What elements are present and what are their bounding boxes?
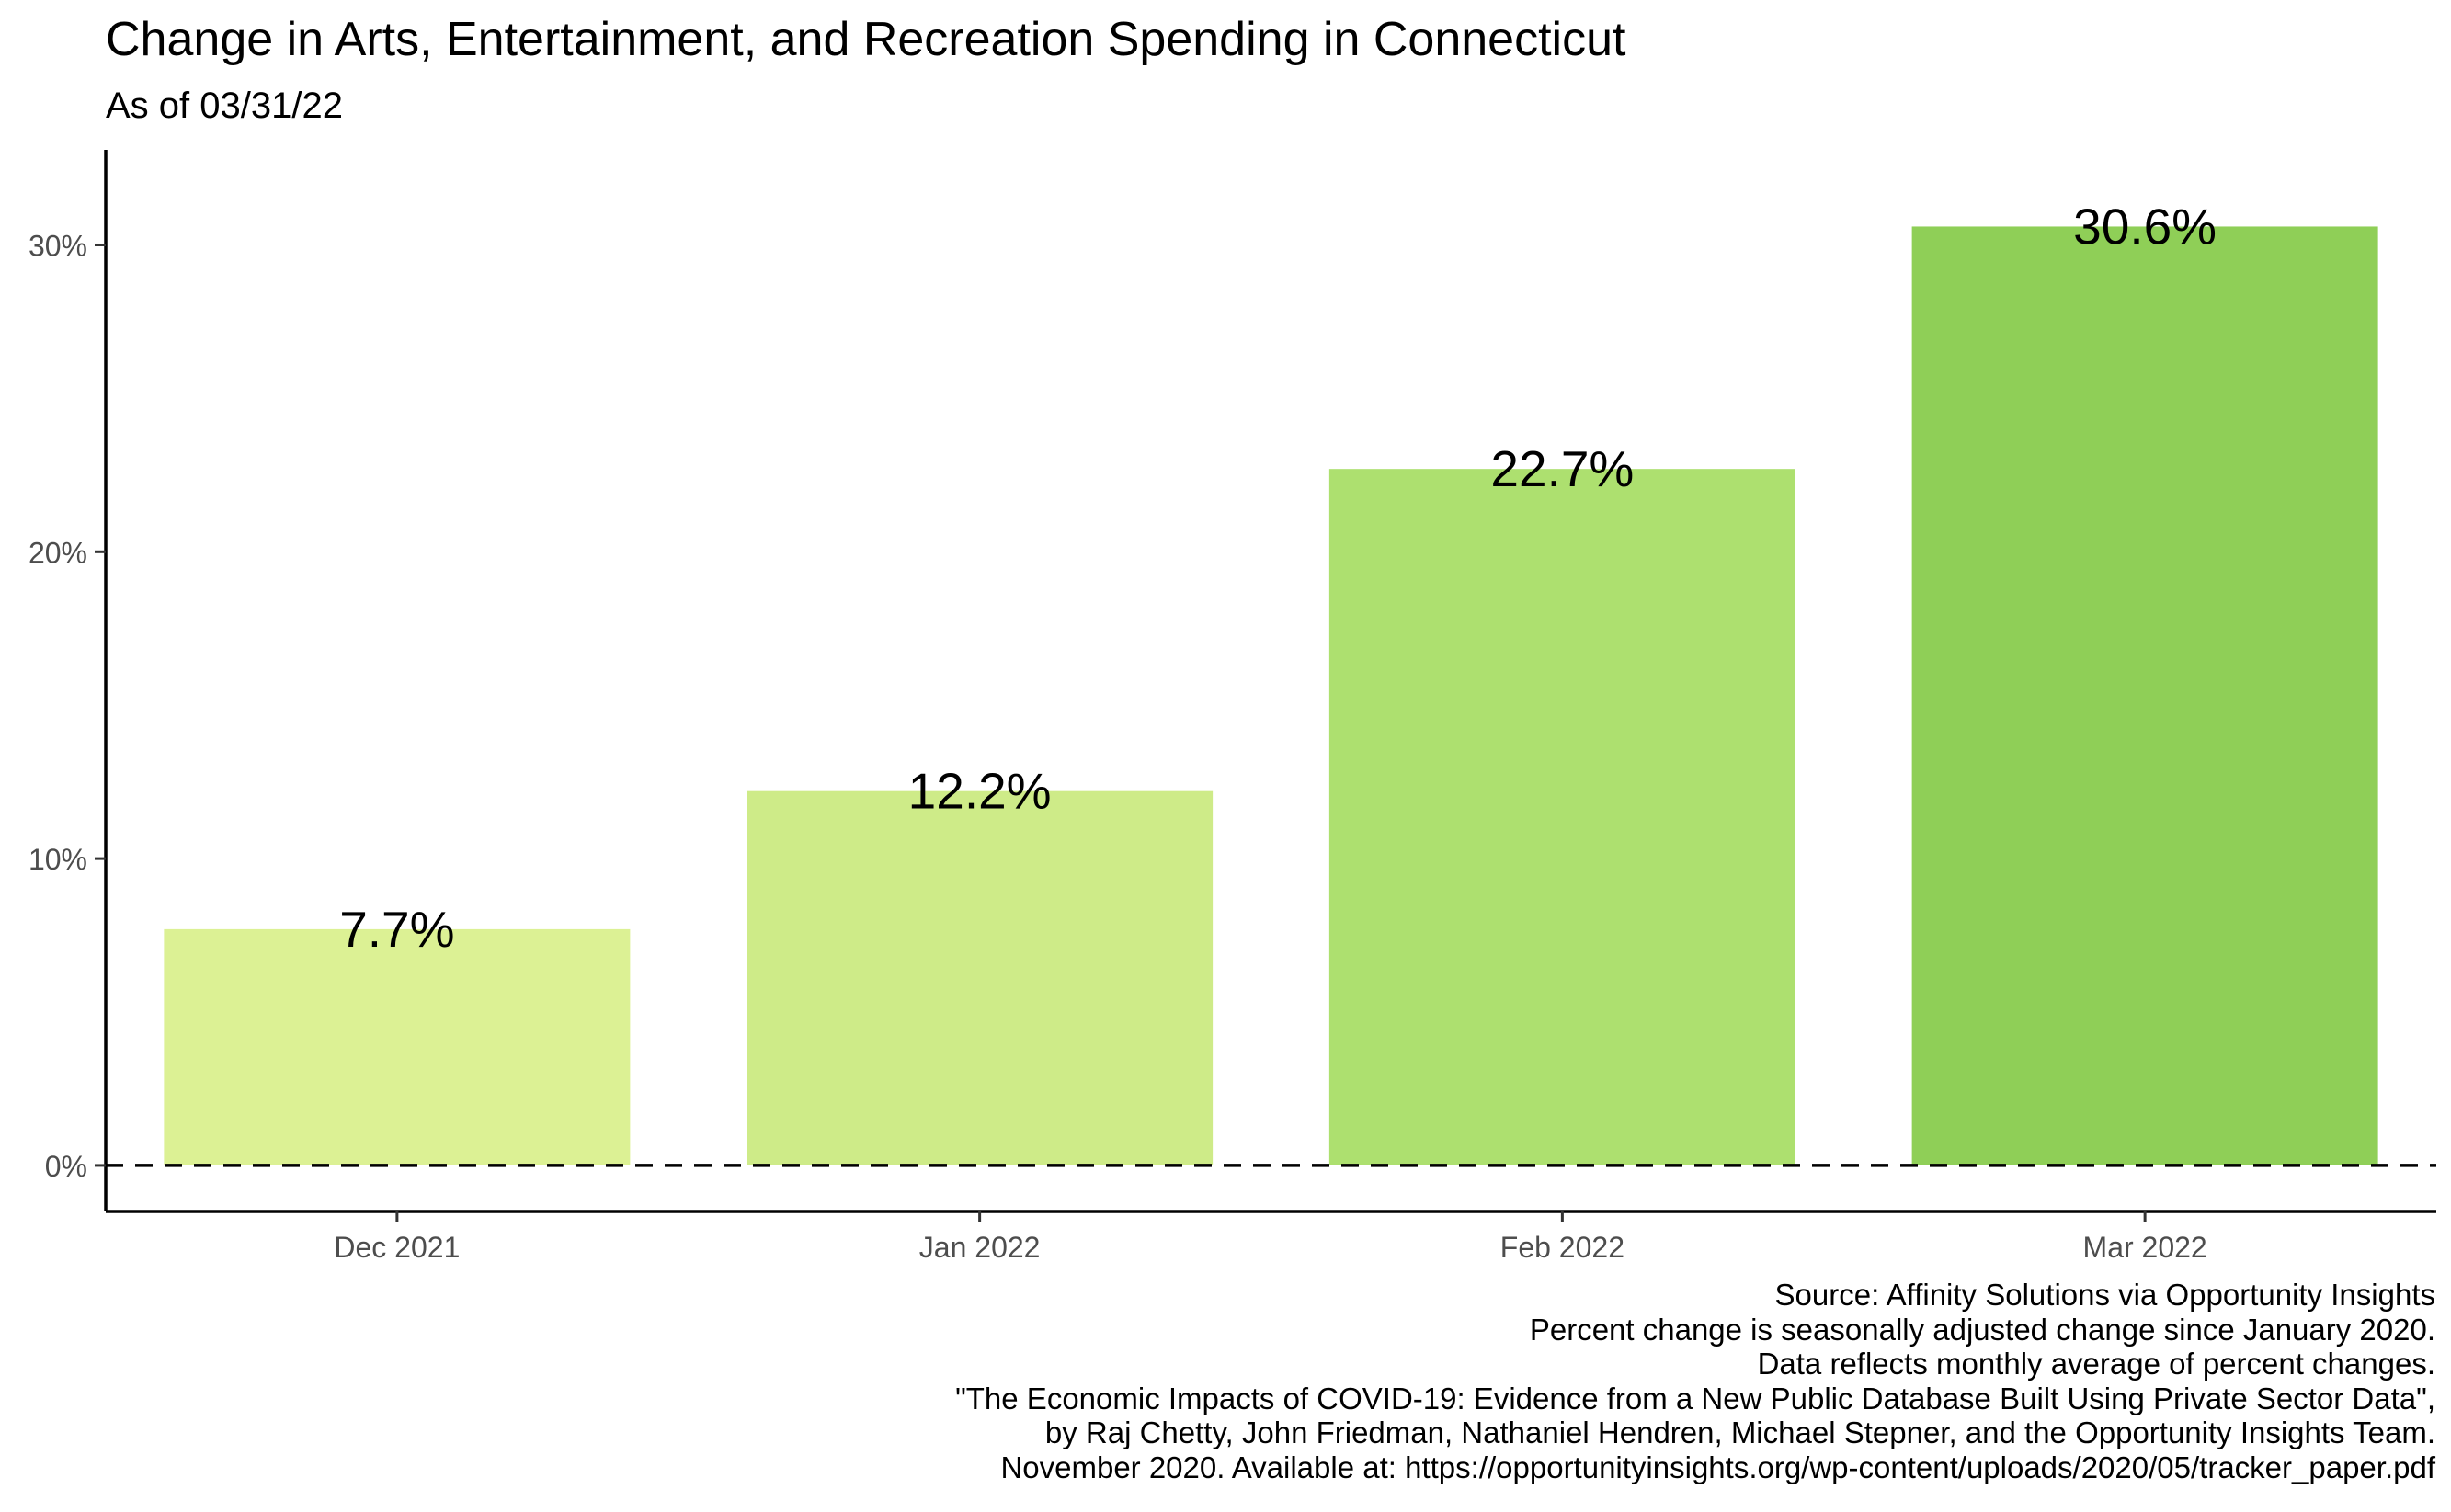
x-tick-label: Jan 2022 xyxy=(919,1231,1041,1264)
caption-line: by Raj Chetty, John Friedman, Nathaniel … xyxy=(1044,1415,2435,1449)
bar xyxy=(1911,226,2378,1165)
y-tick-label: 0% xyxy=(45,1150,87,1183)
y-tick-label: 30% xyxy=(28,229,87,262)
caption-line: Percent change is seasonally adjusted ch… xyxy=(1529,1312,2435,1347)
x-tick-label: Feb 2022 xyxy=(1500,1231,1624,1264)
bars-layer xyxy=(164,226,2378,1165)
y-tick-label: 20% xyxy=(28,536,87,569)
caption-line: Source: Affinity Solutions via Opportuni… xyxy=(1774,1278,2435,1312)
chart-subtitle: As of 03/31/22 xyxy=(106,85,343,126)
bar xyxy=(164,928,631,1165)
y-tick-label: 10% xyxy=(28,843,87,876)
caption-line: "The Economic Impacts of COVID-19: Evide… xyxy=(955,1381,2435,1415)
x-tick-label: Dec 2021 xyxy=(334,1231,460,1264)
bar xyxy=(1328,469,1796,1165)
chart-title: Change in Arts, Entertainment, and Recre… xyxy=(106,13,1626,66)
caption-line: Data reflects monthly average of percent… xyxy=(1757,1347,2435,1381)
axes-layer: 0% 10% 20% 30% Dec 2021 Jan 2022 Feb 2022 Mar 2… xyxy=(28,150,2436,1264)
x-tick-label: Mar 2022 xyxy=(2083,1231,2207,1264)
data-label: 30.6% xyxy=(2073,198,2217,255)
bar xyxy=(747,790,1214,1165)
data-labels-layer: 7.7% 12.2% 22.7% 30.6% xyxy=(339,198,2217,957)
caption-line: November 2020. Available at: https://opp… xyxy=(1000,1449,2435,1484)
data-label: 12.2% xyxy=(908,763,1052,820)
data-label: 22.7% xyxy=(1490,440,1634,497)
data-label: 7.7% xyxy=(339,901,454,958)
chart-caption: Source: Affinity Solutions via Opportuni… xyxy=(955,1278,2435,1484)
